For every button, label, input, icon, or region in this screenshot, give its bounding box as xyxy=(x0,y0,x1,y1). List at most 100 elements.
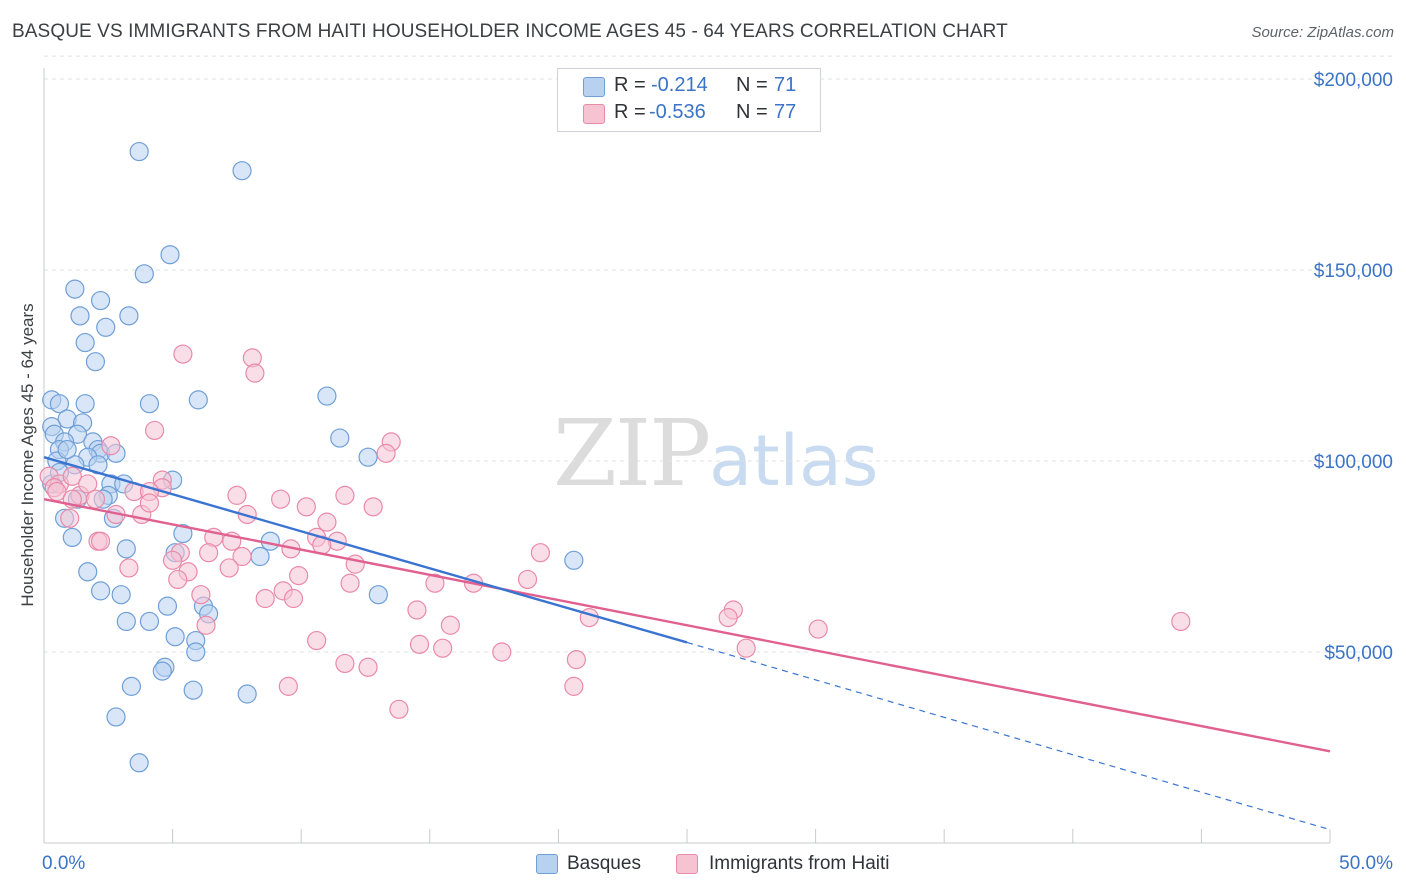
basques-point xyxy=(75,394,95,414)
basques-trend-extension xyxy=(686,641,1331,831)
haiti-point xyxy=(566,650,587,670)
haiti-swatch xyxy=(676,854,698,874)
haiti-point xyxy=(191,585,211,605)
basques-point xyxy=(90,581,111,601)
haiti-point xyxy=(340,573,360,593)
basques-swatch xyxy=(583,77,605,97)
haiti-point xyxy=(296,497,316,517)
haiti-point xyxy=(278,676,298,696)
haiti-point xyxy=(245,363,265,383)
watermark: ZIPatlas xyxy=(553,400,878,507)
legend-label-haiti: Immigrants from Haiti xyxy=(709,853,890,874)
basques-swatch xyxy=(536,854,558,874)
haiti-point xyxy=(358,657,378,677)
haiti-point xyxy=(317,512,337,532)
basques-point xyxy=(129,141,149,162)
basques-point xyxy=(157,596,178,616)
haiti-point xyxy=(101,436,121,456)
basques-point xyxy=(232,161,252,181)
basques-point xyxy=(173,523,193,544)
basques-point xyxy=(139,611,160,632)
basques-point xyxy=(237,684,257,704)
basques-point xyxy=(330,428,350,448)
basques-trend-line xyxy=(43,456,688,644)
basques-point xyxy=(106,707,126,727)
basques-point xyxy=(90,290,111,311)
basques-point xyxy=(188,390,208,410)
haiti-point xyxy=(219,558,239,578)
basques-point xyxy=(152,661,172,681)
n-label: N = xyxy=(736,101,768,123)
haiti-point xyxy=(90,531,111,551)
haiti-point xyxy=(199,543,219,563)
legend-label-basques: Basques xyxy=(567,853,641,874)
basques-point xyxy=(111,585,131,605)
haiti-point xyxy=(335,485,355,505)
haiti-point xyxy=(62,466,82,486)
haiti-point xyxy=(736,638,756,658)
haiti-point xyxy=(530,543,550,563)
correlation-legend: R = -0.214 N = 71 R = -0.536 N = 77 xyxy=(557,68,821,132)
haiti-point xyxy=(363,497,383,517)
r-label: R = xyxy=(614,101,646,123)
y-tick-label: $200,000 xyxy=(1314,70,1393,91)
basques-point xyxy=(129,753,149,773)
haiti-point xyxy=(564,676,584,696)
n-value-haiti: 77 xyxy=(774,101,797,123)
haiti-point xyxy=(1171,611,1191,632)
legend-row-haiti: R = -0.536 N = 77 xyxy=(558,101,820,129)
basques-point xyxy=(160,245,180,265)
haiti-point xyxy=(718,608,738,628)
haiti-point xyxy=(433,638,453,658)
haiti-point xyxy=(307,630,327,651)
r-value-basques: -0.214 xyxy=(651,74,708,96)
haiti-point xyxy=(409,634,430,654)
haiti-point xyxy=(139,493,160,513)
trend-lines xyxy=(43,456,1331,831)
haiti-point xyxy=(389,699,409,719)
haiti-point xyxy=(425,573,445,593)
basques-points xyxy=(42,141,584,773)
haiti-trend-line xyxy=(43,498,1331,753)
basques-point xyxy=(317,386,337,406)
basques-point xyxy=(119,306,139,326)
chart-title: BASQUE VS IMMIGRANTS FROM HAITI HOUSEHOL… xyxy=(12,21,1008,42)
y-tick-label: $50,000 xyxy=(1324,643,1393,664)
basques-point xyxy=(139,394,160,414)
haiti-point xyxy=(335,653,355,674)
haiti-point xyxy=(144,420,165,441)
haiti-point xyxy=(196,615,216,635)
basques-point xyxy=(134,264,154,284)
basques-point xyxy=(564,550,584,570)
basques-point xyxy=(70,306,90,326)
haiti-point xyxy=(85,489,106,509)
haiti-point xyxy=(808,619,828,639)
basques-point xyxy=(250,546,270,567)
haiti-point xyxy=(163,550,183,570)
x-tick-label: 0.0% xyxy=(42,853,85,874)
haiti-point xyxy=(440,615,460,635)
haiti-point xyxy=(173,344,193,364)
basques-point xyxy=(368,585,388,605)
haiti-point xyxy=(227,485,247,505)
n-label: N = xyxy=(736,74,768,96)
haiti-point xyxy=(283,588,304,609)
haiti-point xyxy=(60,508,80,528)
series-legend: Basques Immigrants from Haiti xyxy=(0,853,1406,877)
basques-point xyxy=(165,627,185,647)
haiti-point xyxy=(376,443,396,463)
haiti-point xyxy=(78,474,98,494)
y-axis-label: Householder Income Ages 45 - 64 years xyxy=(18,303,37,607)
watermark-zip: ZIP xyxy=(553,400,711,507)
tick-labels: $50,000 $100,000 $150,000 $200,000 0.0% 50.0% xyxy=(42,70,1393,874)
haiti-point xyxy=(289,565,309,586)
basques-point xyxy=(65,279,85,299)
basques-point xyxy=(75,332,95,353)
basques-point xyxy=(96,317,116,337)
haiti-point xyxy=(271,489,291,509)
haiti-point xyxy=(517,569,538,590)
basques-point xyxy=(62,527,82,548)
haiti-point xyxy=(255,588,275,609)
r-label: R = xyxy=(614,74,646,96)
